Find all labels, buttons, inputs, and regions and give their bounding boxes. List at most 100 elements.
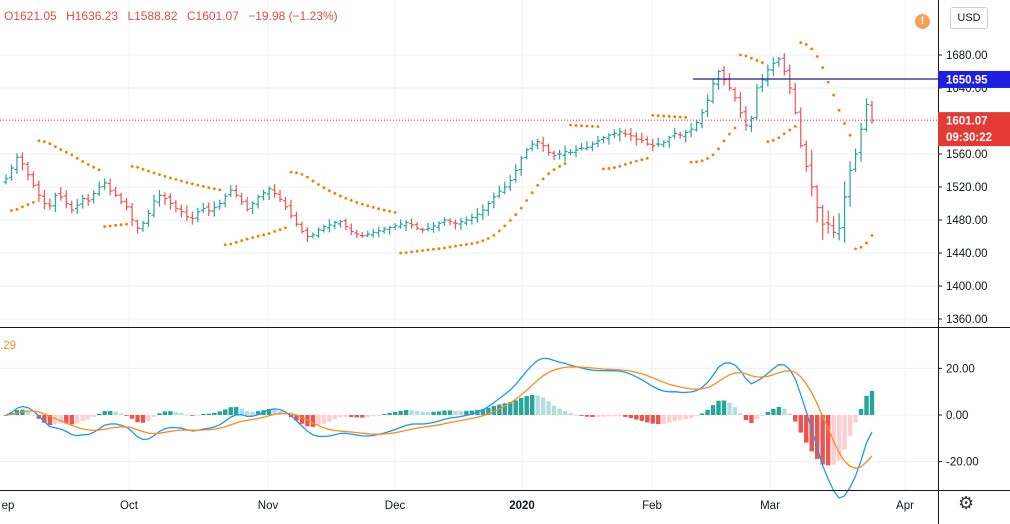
histogram-bar: [250, 411, 255, 415]
sar-dot: [388, 209, 392, 213]
histogram-bar: [195, 415, 201, 416]
histogram-bar: [376, 415, 381, 416]
price-tick-label: 1360.00: [946, 314, 988, 326]
sar-dot: [475, 241, 479, 244]
histogram-bar: [551, 405, 557, 415]
sar-dot: [190, 182, 194, 186]
price-tick-label: 1440.00: [946, 248, 988, 260]
histogram-bar: [338, 415, 343, 418]
sar-dot: [612, 166, 616, 169]
sar-dot: [574, 124, 578, 127]
sar-dot: [750, 56, 753, 60]
price-labels: 1650.95 1601.07 09:30:22: [0, 70, 1010, 147]
sar-dot: [481, 239, 485, 243]
histogram-bar: [754, 415, 760, 420]
histogram-bar: [151, 415, 157, 418]
sar-dot: [717, 147, 720, 151]
histogram-bar: [645, 415, 650, 423]
sar-dot: [793, 125, 797, 128]
sar-dot: [141, 167, 145, 171]
histogram-bar: [283, 413, 288, 415]
histogram-bar: [436, 411, 442, 415]
histogram-bar: [842, 415, 847, 450]
sar-dot: [804, 43, 808, 46]
sar-dot: [547, 172, 551, 176]
macd-tick-label: -20.00: [946, 457, 979, 469]
sar-dot: [508, 218, 512, 222]
sar-dot: [437, 247, 441, 251]
histogram-bar: [86, 415, 91, 420]
sar-dot: [267, 232, 271, 235]
histogram-bar: [212, 412, 217, 415]
currency-button[interactable]: USD: [950, 7, 988, 29]
histogram-bar: [349, 415, 354, 418]
histogram-bar: [381, 414, 387, 415]
histogram-bar: [228, 407, 233, 415]
sar-dot: [728, 132, 731, 136]
sar-dot: [382, 208, 386, 212]
sar-dot: [662, 114, 666, 118]
alert-icon[interactable]: !: [915, 14, 930, 29]
macd-axis: 20.00 0.00 -20.00 .29: [0, 340, 979, 469]
histogram-bar: [540, 397, 546, 415]
histogram-bar: [316, 415, 321, 426]
histogram-bar: [601, 415, 606, 417]
histogram-bar: [64, 415, 69, 424]
gear-icon[interactable]: ⚙: [958, 493, 975, 513]
sar-dot: [580, 124, 583, 128]
sar-dot: [667, 114, 671, 118]
sar-dot: [273, 230, 276, 233]
histogram-bar: [546, 401, 551, 415]
sar-dot: [130, 164, 134, 168]
sar-dot: [48, 142, 52, 146]
sar-dot: [777, 136, 781, 140]
sar-dot: [163, 174, 167, 178]
histogram-bar: [425, 411, 431, 415]
histogram-bar: [157, 413, 162, 415]
histogram-bar: [343, 415, 349, 417]
histogram-bar: [804, 415, 809, 443]
ohlc-legend: O1621.05 H1636.23 L1588.82 C1601.07 −19.…: [4, 9, 344, 23]
histogram-bar: [234, 407, 239, 415]
histogram-bar: [47, 415, 53, 426]
histogram-bar: [782, 408, 787, 415]
sar-dot: [212, 187, 216, 191]
macd-tick-label: 20.00: [946, 363, 975, 375]
sar-dot: [837, 108, 841, 112]
histogram-bar: [53, 415, 58, 425]
histogram-bar: [453, 410, 458, 415]
sar-dot: [322, 186, 326, 190]
histogram-bar: [96, 413, 102, 415]
histogram-bar: [102, 411, 107, 415]
sar-dot: [103, 225, 107, 229]
sar-dot: [826, 80, 830, 84]
time-tick-label: Nov: [258, 500, 279, 512]
sar-dot: [585, 124, 589, 128]
histogram-bar: [206, 413, 211, 415]
macd-line: [5, 357, 873, 499]
sar-dot: [739, 53, 742, 57]
sar-dot: [552, 168, 556, 172]
sar-dot: [223, 243, 227, 247]
histogram-bar: [310, 415, 316, 427]
sar-dot: [870, 233, 874, 237]
sar-dot: [196, 183, 200, 187]
sar-dot: [207, 186, 211, 189]
histogram-bar: [162, 411, 168, 415]
sar-dot: [821, 66, 825, 70]
macd-value-label: .29: [0, 340, 16, 352]
histogram-bar: [809, 415, 814, 452]
histogram-bar: [573, 414, 579, 416]
histogram-bar: [699, 413, 705, 415]
time-tick-label: Feb: [642, 500, 662, 512]
sar-dot: [300, 172, 304, 176]
histogram-bar: [409, 410, 414, 415]
histogram-bar: [36, 415, 42, 419]
histogram-bar: [360, 415, 365, 418]
histogram-bar: [535, 395, 540, 415]
change-value: −19.98 (−1.23%): [248, 9, 338, 23]
sar-dot: [415, 249, 419, 253]
sar-dot: [695, 160, 699, 164]
horizontal-line-label-bg: [938, 70, 1010, 88]
